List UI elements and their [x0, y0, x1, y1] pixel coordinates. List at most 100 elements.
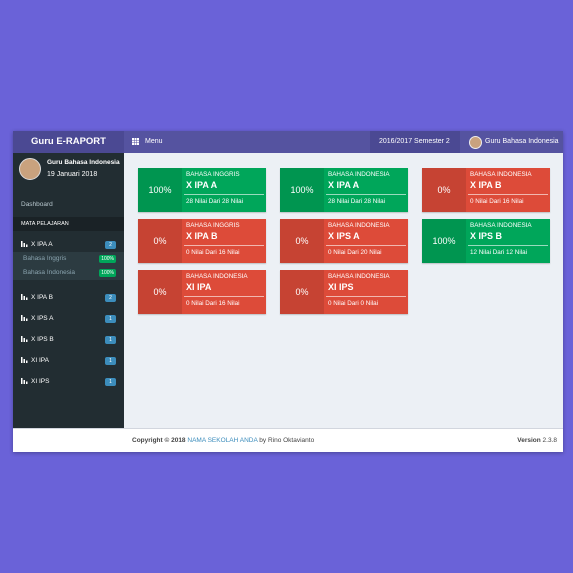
- nav-badge: 1: [105, 378, 116, 386]
- card-percent: 0%: [280, 270, 324, 314]
- card-divider: [184, 296, 264, 297]
- nav-item[interactable]: XI IPA 1: [13, 352, 124, 370]
- nav-item[interactable]: X IPS A 1: [13, 310, 124, 328]
- brand[interactable]: Guru E-RAPORT: [13, 131, 124, 153]
- card-subject: BAHASA INGGRIS: [186, 222, 240, 229]
- chart-icon: [21, 241, 28, 247]
- nav-label: X IPS B: [31, 336, 54, 343]
- period[interactable]: 2016/2017 Semester 2: [379, 138, 450, 145]
- nav-badge: 1: [105, 336, 116, 344]
- subitem-badge: 100%: [99, 269, 116, 277]
- card-info: 28 Nilai Dari 28 Nilai: [328, 198, 386, 205]
- user-menu[interactable]: Guru Bahasa Indonesia: [485, 138, 559, 145]
- nav-item[interactable]: XI IPS 1: [13, 373, 124, 391]
- user-avatar: [19, 158, 41, 180]
- card-info: 0 Nilai Dari 16 Nilai: [186, 249, 240, 256]
- nav-dashboard[interactable]: Dashboard: [13, 196, 124, 214]
- card-class: X IPA A: [328, 180, 360, 190]
- content: 100% BAHASA INGGRIS X IPA A 28 Nilai Dari 2…: [124, 153, 563, 428]
- card-info: 0 Nilai Dari 20 Nilai: [328, 249, 382, 256]
- period-box: [370, 131, 460, 153]
- card-class: X IPA B: [470, 180, 502, 190]
- card-subject: BAHASA INGGRIS: [186, 171, 240, 178]
- section-header: MATA PELAJARAN: [13, 217, 124, 231]
- chart-icon: [21, 336, 28, 342]
- chart-icon: [21, 357, 28, 363]
- nav-badge: 2: [105, 241, 116, 249]
- card-divider: [468, 194, 548, 195]
- chart-icon: [21, 378, 28, 384]
- nav-label: XI IPA: [31, 357, 49, 364]
- version-text: Version 2.3.8: [517, 429, 557, 452]
- chart-icon: [21, 294, 28, 300]
- version: 2.3.8: [542, 437, 557, 444]
- footer-text: Copyright © 2018 NAMA SEKOLAH ANDA by Ri…: [132, 429, 314, 452]
- author: by Rino Oktavianto: [259, 437, 315, 444]
- menu-toggle[interactable]: Menu: [145, 138, 163, 145]
- nav-badge: 2: [105, 294, 116, 302]
- card-info: 28 Nilai Dari 28 Nilai: [186, 198, 244, 205]
- card-subject: BAHASA INDONESIA: [470, 171, 532, 178]
- card-divider: [326, 245, 406, 246]
- card-class: X IPA A: [186, 180, 218, 190]
- nav-badge: 1: [105, 315, 116, 323]
- progress-card[interactable]: 100% BAHASA INDONESIA X IPS B 12 Nilai Dari…: [422, 219, 550, 263]
- card-info: 0 Nilai Dari 16 Nilai: [186, 300, 240, 307]
- nav-item[interactable]: X IPS B 1: [13, 331, 124, 349]
- card-divider: [184, 194, 264, 195]
- subitem-label: Bahasa Inggris: [23, 255, 67, 262]
- chart-icon: [21, 315, 28, 321]
- card-percent: 0%: [138, 270, 182, 314]
- card-percent: 0%: [138, 219, 182, 263]
- nav-label: X IPS A: [31, 315, 54, 322]
- card-divider: [468, 245, 548, 246]
- progress-card[interactable]: 0% BAHASA INDONESIA XI IPA 0 Nilai Dari 16 …: [138, 270, 266, 314]
- nav-item[interactable]: X IPA A 2: [13, 236, 124, 254]
- copyright: Copyright © 2018: [132, 437, 186, 444]
- card-class: X IPA B: [186, 231, 218, 241]
- app-window: Guru E-RAPORT Menu 2016/2017 Semester 2 …: [13, 131, 563, 452]
- card-percent: 0%: [422, 168, 466, 212]
- footer: Copyright © 2018 NAMA SEKOLAH ANDA by Ri…: [13, 428, 563, 452]
- nav-badge: 1: [105, 357, 116, 365]
- progress-card[interactable]: 0% BAHASA INGGRIS X IPA B 0 Nilai Dari 16 N…: [138, 219, 266, 263]
- card-class: XI IPS: [328, 282, 354, 292]
- card-subject: BAHASA INDONESIA: [328, 273, 390, 280]
- card-subject: BAHASA INDONESIA: [328, 222, 390, 229]
- card-divider: [326, 194, 406, 195]
- card-divider: [326, 296, 406, 297]
- progress-card[interactable]: 0% BAHASA INDONESIA XI IPS 0 Nilai Dari 0 N…: [280, 270, 408, 314]
- progress-card[interactable]: 0% BAHASA INDONESIA X IPS A 0 Nilai Dari 20…: [280, 219, 408, 263]
- progress-card[interactable]: 100% BAHASA INDONESIA X IPA A 28 Nilai Dari…: [280, 168, 408, 212]
- card-class: XI IPA: [186, 282, 212, 292]
- card-info: 0 Nilai Dari 16 Nilai: [470, 198, 524, 205]
- nav-label: XI IPS: [31, 378, 50, 385]
- school-link[interactable]: NAMA SEKOLAH ANDA: [187, 437, 258, 444]
- nav-item[interactable]: X IPA B 2: [13, 289, 124, 307]
- progress-card[interactable]: 100% BAHASA INGGRIS X IPA A 28 Nilai Dari 2…: [138, 168, 266, 212]
- nav-label: X IPA B: [31, 294, 53, 301]
- card-class: X IPS A: [328, 231, 360, 241]
- user-name: Guru Bahasa Indonesia: [47, 159, 120, 166]
- subitem-label: Bahasa Indonesia: [23, 269, 76, 276]
- version-label: Version: [517, 437, 541, 444]
- nav-label: X IPA A: [31, 241, 53, 248]
- menu-icon: [132, 138, 139, 145]
- card-percent: 100%: [422, 219, 466, 263]
- card-subject: BAHASA INDONESIA: [186, 273, 248, 280]
- card-subject: BAHASA INDONESIA: [328, 171, 390, 178]
- card-percent: 100%: [138, 168, 182, 212]
- sidebar: Guru Bahasa Indonesia 19 Januari 2018 Da…: [13, 153, 124, 428]
- header: Guru E-RAPORT Menu 2016/2017 Semester 2 …: [13, 131, 563, 153]
- progress-card[interactable]: 0% BAHASA INDONESIA X IPA B 0 Nilai Dari 16…: [422, 168, 550, 212]
- card-info: 12 Nilai Dari 12 Nilai: [470, 249, 528, 256]
- card-subject: BAHASA INDONESIA: [470, 222, 532, 229]
- card-percent: 0%: [280, 219, 324, 263]
- date: 19 Januari 2018: [47, 171, 98, 178]
- nav-subitem[interactable]: Bahasa Inggris 100%: [13, 252, 124, 266]
- card-divider: [184, 245, 264, 246]
- card-class: X IPS B: [470, 231, 503, 241]
- nav-subitem[interactable]: Bahasa Indonesia 100%: [13, 266, 124, 280]
- avatar: [469, 136, 482, 149]
